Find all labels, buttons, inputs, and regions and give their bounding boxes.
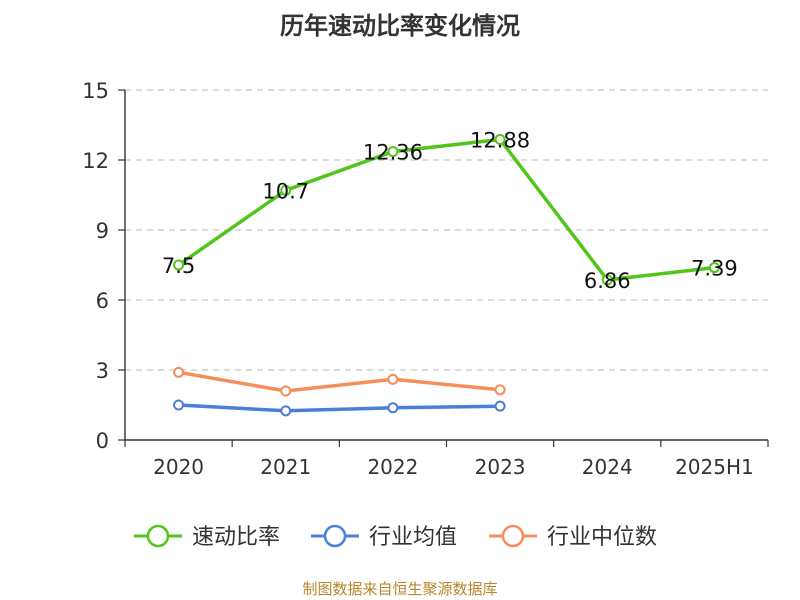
series-lines xyxy=(173,133,720,417)
data-label: 10.7 xyxy=(262,179,309,203)
data-point xyxy=(708,262,720,274)
y-tick-label: 9 xyxy=(96,219,109,243)
legend-label: 行业均值 xyxy=(369,525,457,550)
legend-label: 行业中位数 xyxy=(547,525,657,550)
data-point xyxy=(387,146,399,158)
series-line-2 xyxy=(176,370,502,393)
y-tick-label: 3 xyxy=(96,359,109,383)
series-line-0 xyxy=(176,137,717,282)
chart-title: 历年速动比率变化情况 xyxy=(280,12,520,40)
data-label: 6.86 xyxy=(584,269,631,293)
data-point xyxy=(494,384,506,396)
legend-marker xyxy=(501,524,525,548)
y-tick-label: 6 xyxy=(96,289,109,313)
y-tick-label: 15 xyxy=(82,79,109,103)
source-note: 制图数据来自恒生聚源数据库 xyxy=(302,580,498,598)
data-point xyxy=(173,366,185,378)
data-point xyxy=(173,259,185,271)
legend: 速动比率 行业均值 行业中位数 xyxy=(134,524,657,550)
data-label: 12.36 xyxy=(363,141,423,165)
x-tick-label: 2022 xyxy=(367,455,418,479)
data-label: 12.88 xyxy=(470,128,530,152)
data-point xyxy=(280,405,292,417)
x-tick-label: 2021 xyxy=(260,455,311,479)
data-label: 7.39 xyxy=(691,257,738,281)
grid-lines xyxy=(125,89,768,371)
legend-marker xyxy=(146,524,170,548)
x-tick-label: 2020 xyxy=(153,455,204,479)
x-tick-label: 2023 xyxy=(475,455,526,479)
series-line-1 xyxy=(176,403,502,413)
data-label: 7.5 xyxy=(162,254,195,278)
y-tick-label: 0 xyxy=(96,429,109,453)
legend-marker xyxy=(323,524,347,548)
legend-label: 速动比率 xyxy=(192,525,280,550)
data-point xyxy=(601,274,613,286)
y-tick-label: 12 xyxy=(82,149,109,173)
data-point xyxy=(280,184,292,196)
data-point xyxy=(387,373,399,385)
data-point xyxy=(494,400,506,412)
data-point xyxy=(387,402,399,414)
x-tick-label: 2024 xyxy=(582,455,633,479)
x-tick-label: 2025H1 xyxy=(675,455,754,479)
data-point xyxy=(280,385,292,397)
data-point xyxy=(494,133,506,145)
data-labels: 7.5 10.7 12.36 12.88 6.86 7.39 xyxy=(162,128,738,292)
data-point xyxy=(173,399,185,411)
axes: 0 3 6 9 12 15 2020 2021 2022 2023 2024 2025H1 xyxy=(82,79,769,479)
